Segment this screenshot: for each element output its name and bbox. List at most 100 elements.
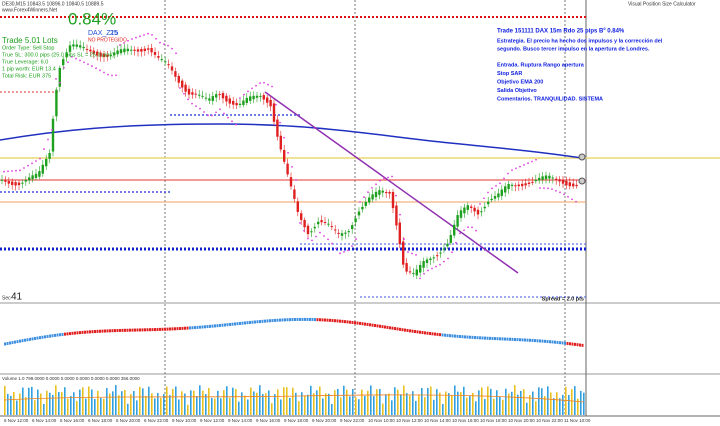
candle-body [116, 50, 119, 55]
osc-dot [231, 322, 234, 326]
volume-bar [226, 386, 228, 415]
candle-body [82, 46, 85, 49]
sar-dot [151, 34, 153, 36]
candle-body [568, 182, 571, 187]
candle-body [228, 98, 231, 104]
volume-bars [3, 385, 585, 415]
osc-dot [556, 340, 559, 344]
osc-dot [244, 321, 246, 325]
time-label: 11 Nov 10:00 [564, 418, 591, 423]
sar-dot [107, 73, 109, 76]
candle-body [446, 243, 449, 247]
osc-dot [406, 328, 409, 332]
osc-dot [4, 342, 6, 346]
osc-dot [546, 340, 549, 344]
sar-dot [387, 176, 389, 179]
volume-bar [466, 397, 468, 415]
candle-body [347, 231, 350, 233]
candle-body [99, 52, 102, 57]
candle-body [286, 163, 289, 175]
candle-body [191, 92, 194, 95]
volume-bar [343, 385, 345, 415]
notes-item: Entrada. Ruptura Rango apertura [497, 62, 585, 68]
sar-dot [303, 229, 305, 232]
volume-bar [529, 395, 531, 415]
candle-body [249, 96, 252, 101]
candle-body [364, 201, 367, 206]
volume-bar [79, 389, 81, 415]
volume-bar [232, 387, 234, 415]
sar-dot [3, 170, 5, 173]
osc-dot [109, 329, 111, 333]
osc-dot [141, 328, 144, 332]
osc-dot [209, 324, 211, 328]
candle-body [534, 179, 537, 182]
volume-bar [364, 395, 366, 415]
sar-dot [251, 87, 253, 90]
sar-dot [483, 197, 485, 200]
candle-body [245, 97, 248, 103]
time-label: 9 Nov 22:00 [340, 418, 365, 423]
volume-bar [259, 385, 261, 415]
candle-body [310, 231, 313, 233]
osc-dot [261, 319, 264, 323]
osc-dot [164, 327, 166, 331]
sar-dot [331, 242, 333, 245]
sar-dot [243, 93, 245, 96]
osc-dot [29, 337, 31, 341]
time-label: 9 Nov 14:00 [228, 418, 253, 423]
volume-bar [409, 395, 411, 415]
volume-bar [199, 385, 201, 415]
candle-body [279, 135, 282, 150]
sar-dot [103, 71, 105, 74]
volume-bar [268, 390, 270, 415]
osc-dot [459, 335, 461, 339]
volume-bar [34, 400, 36, 415]
osc-dot [481, 336, 484, 340]
osc-dot [524, 338, 526, 342]
sar-dot [531, 160, 533, 163]
osc-dot [189, 326, 191, 330]
osc-dot [371, 323, 374, 327]
osc-dot [149, 328, 151, 332]
candle-body [412, 273, 415, 275]
osc-dot [26, 338, 29, 342]
osc-dot [516, 338, 519, 342]
volume-bar [289, 397, 291, 415]
sar-dot [263, 81, 265, 84]
volume-bar [211, 397, 213, 415]
osc-dot [119, 328, 121, 332]
volume-bar [328, 393, 330, 415]
volume-bar [247, 399, 249, 415]
volume-bar [223, 390, 225, 415]
candle-body [405, 263, 408, 272]
osc-dot [426, 331, 429, 335]
sar-dot [23, 167, 25, 169]
volume-bar [85, 398, 87, 415]
sar-dot [343, 250, 345, 253]
candle-body [232, 100, 235, 105]
candle-body [235, 102, 238, 106]
osc-dot [509, 337, 511, 341]
osc-dot [404, 328, 406, 332]
sar-dot [547, 187, 549, 190]
osc-dot [356, 321, 359, 325]
candle-body [493, 196, 497, 199]
osc-dot [479, 336, 481, 340]
osc-dot [186, 326, 189, 330]
sar-dot [215, 111, 217, 114]
osc-dot [221, 323, 224, 327]
volume-bar [472, 392, 474, 415]
candle-body [313, 226, 316, 229]
osc-dot [551, 340, 554, 344]
candle-body [136, 49, 140, 52]
volume-bar [136, 400, 138, 415]
sar-dot [423, 272, 425, 275]
sar-dot [127, 39, 129, 42]
volume-bar [58, 391, 60, 415]
sar-dot [559, 191, 561, 194]
candle-body [211, 96, 214, 101]
osc-dot [251, 320, 254, 324]
sar-dot [55, 78, 57, 80]
osc-dot [286, 318, 289, 322]
